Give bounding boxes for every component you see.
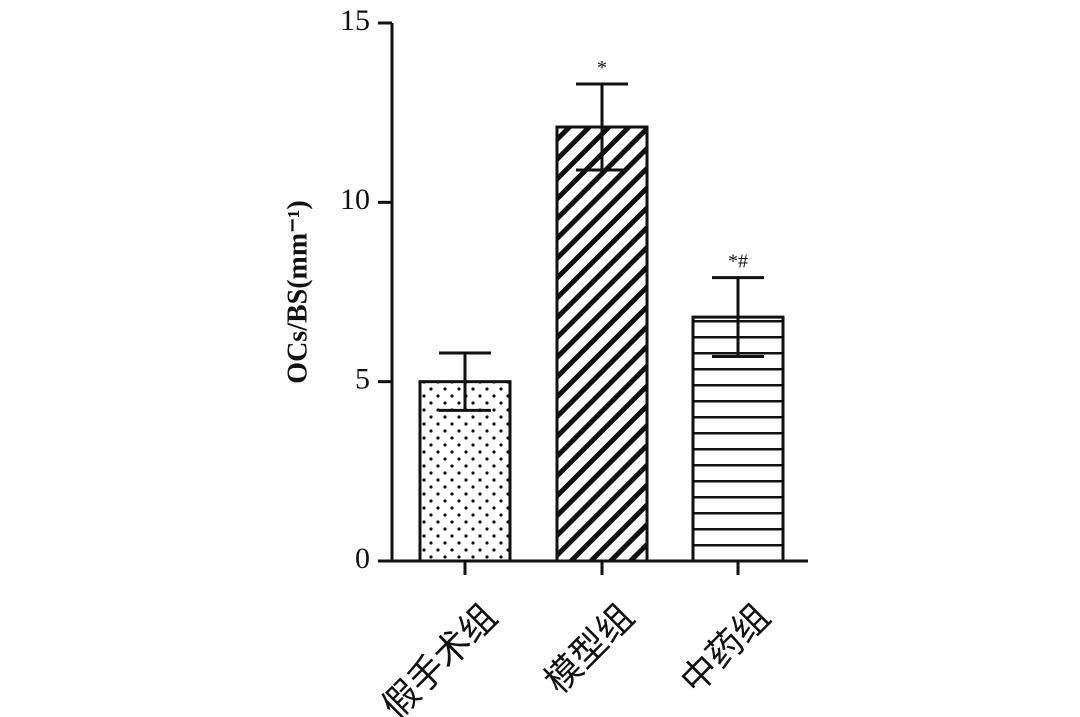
y-tick-label: 10	[340, 183, 370, 216]
y-tick-label: 15	[340, 4, 370, 37]
bar-2	[555, 125, 649, 563]
category-label: 假手术组	[375, 596, 506, 717]
significance-marker: *	[597, 57, 607, 79]
category-labels: 假手术组 模型组 中药组	[375, 596, 779, 717]
y-axis-title: OCs/BS(mm⁻¹)	[282, 200, 313, 383]
x-axis-ticks	[463, 561, 740, 575]
significance-labels: * *#	[597, 57, 748, 273]
category-label: 模型组	[537, 596, 642, 701]
y-tick-label: 5	[355, 363, 370, 396]
y-tick-label: 0	[355, 542, 370, 575]
bars-group	[418, 125, 785, 563]
category-label: 中药组	[673, 596, 778, 701]
error-bars-group	[439, 82, 764, 412]
y-axis-ticks: 0 5 10 15	[340, 4, 392, 575]
significance-marker: *#	[728, 251, 748, 273]
